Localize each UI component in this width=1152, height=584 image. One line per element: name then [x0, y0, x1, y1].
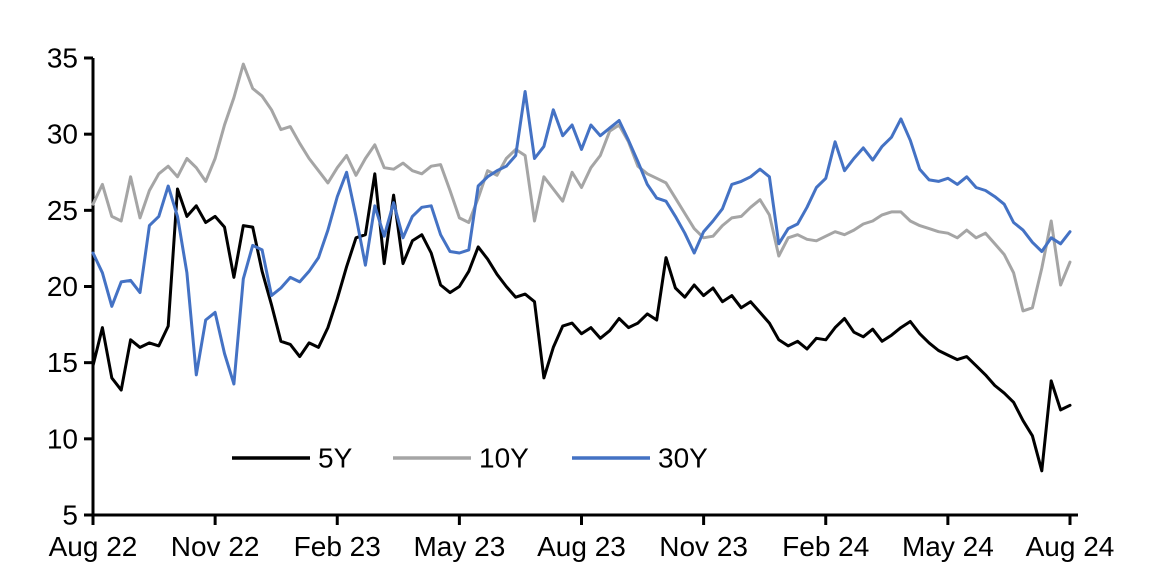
y-tick-label: 35	[47, 43, 78, 74]
y-tick-label: 25	[47, 195, 78, 226]
series-line-30y	[91, 90, 1072, 386]
y-tick-label: 15	[47, 347, 78, 378]
legend-label-5y: 5Y	[318, 443, 353, 474]
x-tick-label: Feb 24	[782, 531, 869, 562]
series-line-5y	[91, 172, 1072, 473]
y-tick-label: 10	[47, 423, 78, 454]
legend: 5Y 10Y 30Y	[232, 443, 708, 474]
y-tick-label: 5	[62, 500, 78, 531]
x-tick-label: Aug 23	[537, 531, 626, 562]
y-tick-label: 30	[47, 119, 78, 150]
x-tick-label: Aug 22	[49, 531, 138, 562]
legend-label-30y: 30Y	[658, 443, 708, 474]
y-tick-label: 20	[47, 271, 78, 302]
legend-label-10y: 10Y	[479, 443, 529, 474]
x-tick-label: Nov 22	[171, 531, 260, 562]
series-line-10y	[91, 62, 1072, 313]
x-tick-label: Nov 23	[659, 531, 748, 562]
x-tick-label: Aug 24	[1026, 531, 1115, 562]
series-lines	[91, 62, 1072, 473]
x-tick-label: Feb 23	[294, 531, 381, 562]
x-tick-label: May 24	[902, 531, 994, 562]
axes: 5 10 15 20 25 30 35 Aug 22 Nov 22 Feb 23 May 23 Aug…	[47, 43, 1115, 563]
x-tick-label: May 23	[413, 531, 505, 562]
